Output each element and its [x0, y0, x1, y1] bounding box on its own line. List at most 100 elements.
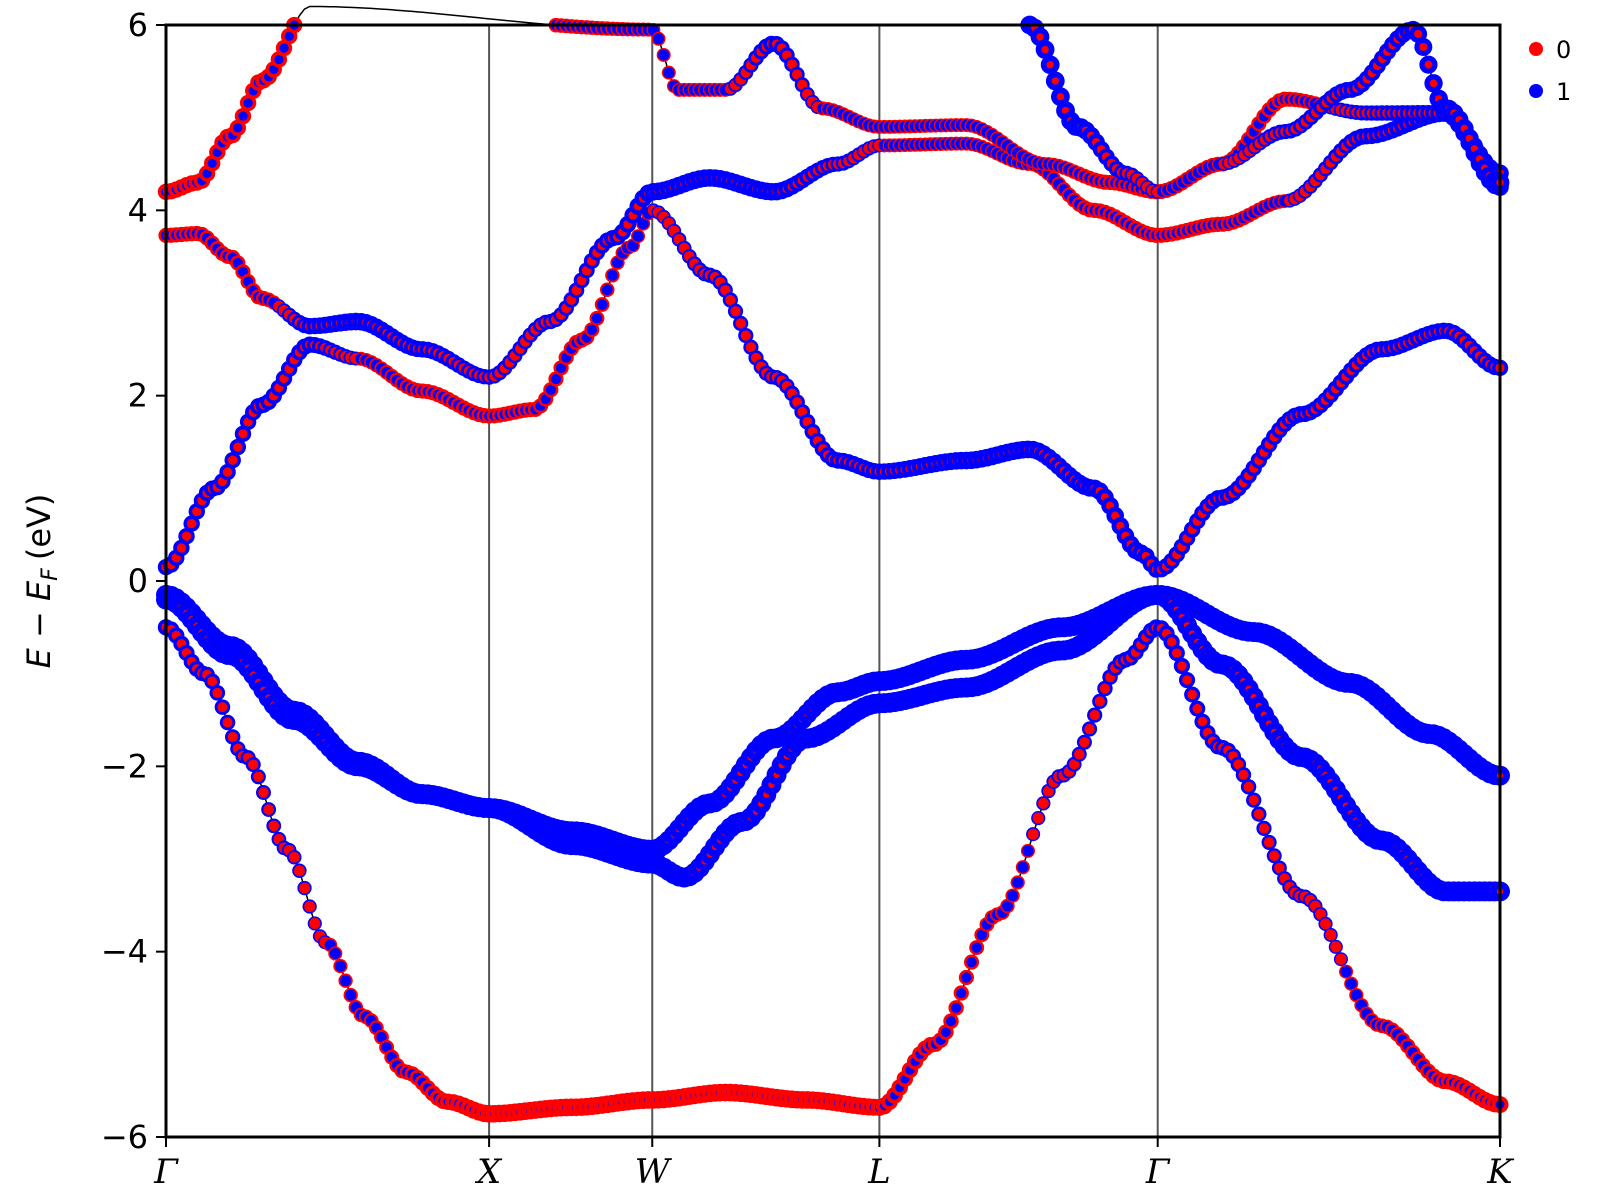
band-point-series-0 [192, 506, 202, 517]
band-point-series-1 [238, 111, 248, 121]
band-point-series-0 [187, 518, 197, 529]
band-point-series-0 [571, 285, 582, 296]
band-point-series-0 [725, 294, 736, 306]
bands-layer [156, 5, 1510, 1123]
legend-label-0: 0 [1556, 36, 1571, 64]
band-point-series-1 [971, 942, 982, 953]
band-point-series-1 [945, 1016, 957, 1027]
band-point-series-0 [181, 531, 192, 541]
band-point-series-0 [258, 787, 269, 798]
band-point-series-0 [207, 676, 218, 687]
band-point-series-1 [233, 123, 243, 133]
band-point-series-0 [1243, 781, 1254, 792]
band-point-series-1 [381, 1042, 392, 1053]
band-point-series-0 [1269, 850, 1280, 861]
band-point-series-0 [1068, 758, 1080, 770]
band-point-series-0 [1111, 511, 1120, 520]
band-point-series-0 [222, 717, 233, 728]
band-point-series-0 [1036, 33, 1044, 41]
band-point-series-1 [663, 67, 675, 79]
y-tick-label: 4 [128, 191, 148, 229]
band-point-series-1 [976, 929, 988, 941]
x-tick-label: X [474, 1152, 503, 1192]
band-point-series-1 [956, 987, 967, 999]
legend: 0 1 [1529, 36, 1571, 106]
y-axis-ticks: −6 −4 −2 0 2 4 6 [101, 6, 166, 1156]
y-axis-label-unit: (eV) [20, 494, 58, 561]
band-point-series-1 [1012, 876, 1024, 888]
y-tick-label: −2 [101, 747, 148, 785]
band-point-series-0 [1172, 648, 1182, 658]
x-tick-label: L [867, 1152, 891, 1192]
band-point-series-1 [1002, 900, 1013, 912]
band-point-series-1 [637, 218, 649, 230]
x-tick-label: Γ [1145, 1152, 1171, 1192]
band-point-series-1 [961, 972, 972, 983]
band-point-series-0 [1335, 953, 1347, 965]
band-point-series-1 [376, 1031, 387, 1043]
band-point-series-1 [202, 168, 212, 179]
band-point-series-0 [1079, 737, 1090, 748]
band-point-series-0 [304, 901, 316, 912]
band-point-series-0 [791, 69, 803, 80]
band-point-series-0 [1429, 79, 1438, 88]
band-point-series-0 [263, 804, 274, 815]
band-point-series-0 [1182, 675, 1192, 685]
band-point-series-0 [268, 820, 280, 832]
y-axis-label-main: E − E [20, 580, 58, 668]
band-point-series-1 [1345, 978, 1357, 990]
band-b1 [157, 619, 1509, 1123]
band-point-series-0 [1233, 759, 1244, 770]
band-point-series-0 [228, 455, 238, 465]
band-point-series-1 [555, 362, 567, 374]
band-point-series-0 [1094, 696, 1105, 707]
band-point-series-0 [299, 882, 310, 894]
band-point-series-0 [786, 59, 797, 70]
band-point-series-1 [207, 158, 217, 168]
x-tick-label: Γ [153, 1152, 179, 1192]
band-point-series-1 [243, 98, 253, 108]
band-point-series-0 [1320, 918, 1332, 930]
legend-marker-1 [1529, 84, 1543, 98]
band-point-series-0 [1253, 809, 1264, 820]
band-point-series-0 [1177, 661, 1187, 671]
band-b4 [157, 203, 1509, 578]
band-point-series-0 [176, 543, 187, 553]
band-point-series-1 [652, 33, 665, 45]
band-point-series-0 [1041, 45, 1049, 54]
x-tick-label: W [635, 1152, 673, 1192]
band-point-series-0 [1074, 749, 1085, 760]
band-point-series-0 [1197, 716, 1208, 727]
band-point-series-0 [288, 851, 300, 863]
band-point-series-0 [248, 759, 259, 770]
band-point-series-0 [217, 702, 228, 713]
band-point-series-0 [1187, 689, 1197, 700]
x-tick-label: K [1486, 1152, 1515, 1192]
band-point-series-0 [1046, 61, 1054, 69]
band-point-series-1 [940, 1027, 951, 1038]
y-tick-label: −6 [101, 1118, 148, 1156]
band-point-series-0 [740, 330, 751, 341]
band-point-series-0 [1419, 42, 1428, 51]
y-tick-label: 2 [128, 377, 148, 415]
band-point-series-0 [1192, 703, 1203, 714]
band-point-series-0 [1032, 812, 1044, 824]
y-tick-label: 6 [128, 6, 148, 44]
band-point-series-0 [227, 731, 238, 743]
band-point-series-1 [1022, 845, 1034, 857]
band-b5 [158, 104, 1509, 385]
band-point-series-0 [576, 275, 587, 286]
band-point-series-1 [279, 43, 289, 53]
band-point-series-0 [238, 429, 248, 439]
band-point-series-1 [612, 257, 623, 269]
band-point-series-0 [309, 917, 321, 929]
band-point-series-0 [1089, 709, 1100, 721]
band-point-series-0 [1258, 823, 1270, 834]
band-point-series-0 [1414, 29, 1423, 39]
band-point-series-0 [1037, 797, 1049, 809]
y-axis-label: E − EF (eV) [20, 494, 63, 669]
band-point-series-1 [545, 384, 556, 395]
band-point-series-1 [237, 266, 249, 277]
